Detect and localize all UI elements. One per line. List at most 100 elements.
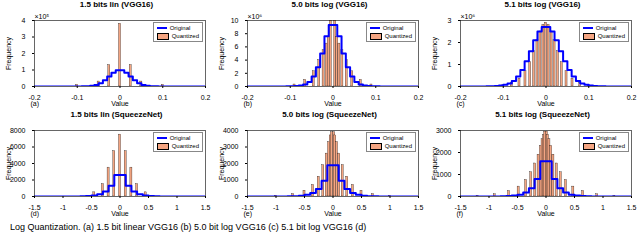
svg-text:Value: Value: [111, 210, 128, 217]
svg-text:3000: 3000: [222, 143, 239, 151]
html-text:Original: Original: [595, 135, 617, 141]
html-text:1.5 bits lin (SqueezeNet): 1.5 bits lin (SqueezeNet): [70, 110, 163, 119]
svg-text:1.5: 1.5: [201, 204, 211, 211]
svg-text:-1.5: -1.5: [241, 204, 254, 212]
svg-text:1: 1: [22, 66, 26, 73]
svg-text:0.5: 0.5: [144, 204, 154, 211]
html-text:Original: Original: [595, 25, 617, 31]
svg-text:2: 2: [235, 70, 239, 77]
svg-text:0: 0: [448, 83, 452, 90]
svg-text:0.1: 0.1: [158, 94, 168, 101]
svg-text:0.2: 0.2: [414, 94, 424, 101]
html-text:Quantized: Quantized: [597, 33, 625, 39]
svg-text:(c): (c): [457, 100, 465, 108]
svg-text:0.5: 0.5: [570, 204, 580, 211]
svg-text:-0.5: -0.5: [511, 204, 523, 211]
svg-text:-0.5: -0.5: [85, 204, 97, 211]
svg-text:×10⁶: ×10⁶: [248, 13, 263, 20]
html-text:5.0 bits log (VGG16): 5.0 bits log (VGG16): [291, 0, 368, 9]
svg-text:10: 10: [231, 17, 239, 24]
html-text:Quantized: Quantized: [171, 33, 199, 39]
svg-text:-0.2: -0.2: [454, 94, 467, 102]
svg-text:4000: 4000: [223, 127, 239, 134]
svg-text:4: 4: [235, 56, 239, 63]
svg-text:(b): (b): [244, 100, 253, 108]
svg-text:Frequency: Frequency: [218, 146, 226, 180]
svg-text:1.5: 1.5: [414, 204, 424, 211]
svg-text:3000: 3000: [436, 127, 452, 134]
html-text:5.1 bits log (SqueezeNet): 5.1 bits log (SqueezeNet): [495, 110, 590, 119]
svg-text:Value: Value: [537, 210, 554, 217]
svg-text:1: 1: [601, 204, 605, 211]
svg-text:0.2: 0.2: [201, 94, 211, 101]
svg-text:-0.1: -0.1: [284, 94, 296, 101]
svg-text:×10⁶: ×10⁶: [461, 13, 476, 20]
svg-text:×10⁵: ×10⁵: [35, 13, 50, 20]
html-text:Original: Original: [382, 135, 404, 141]
svg-text:-0.2: -0.2: [28, 94, 41, 102]
svg-text:0.5: 0.5: [357, 204, 367, 211]
svg-text:Frequency: Frequency: [431, 146, 439, 180]
svg-text:2000: 2000: [9, 176, 26, 184]
html-text:Quantized: Quantized: [384, 143, 412, 149]
svg-text:(e): (e): [244, 210, 253, 218]
svg-text:Frequency: Frequency: [5, 146, 13, 180]
svg-text:0.1: 0.1: [584, 94, 594, 101]
svg-text:2: 2: [448, 39, 452, 46]
svg-text:Frequency: Frequency: [431, 36, 439, 70]
svg-text:(a): (a): [31, 100, 40, 108]
svg-text:1: 1: [448, 61, 452, 68]
svg-text:3: 3: [448, 17, 452, 24]
svg-text:6000: 6000: [9, 143, 26, 151]
svg-text:-0.1: -0.1: [71, 94, 83, 101]
svg-text:Frequency: Frequency: [5, 36, 13, 70]
html-text:5.1 bits log (VGG16): 5.1 bits log (VGG16): [504, 0, 581, 9]
svg-text:Value: Value: [111, 100, 128, 107]
svg-text:3: 3: [22, 33, 26, 40]
html-text:Quantized: Quantized: [597, 143, 625, 149]
svg-text:(f): (f): [457, 210, 464, 218]
svg-text:6: 6: [235, 43, 239, 50]
svg-text:-1.5: -1.5: [454, 204, 467, 212]
svg-text:0: 0: [118, 94, 122, 102]
svg-text:Value: Value: [324, 210, 341, 217]
html-text:Original: Original: [169, 25, 191, 31]
svg-text:0: 0: [22, 83, 26, 90]
svg-text:1.5: 1.5: [627, 204, 637, 211]
svg-text:-0.1: -0.1: [497, 94, 509, 101]
svg-text:Value: Value: [537, 100, 554, 107]
svg-text:0.2: 0.2: [627, 94, 637, 101]
svg-text:2: 2: [22, 50, 26, 57]
svg-text:4000: 4000: [9, 159, 26, 167]
svg-text:8: 8: [235, 30, 239, 37]
svg-text:0: 0: [448, 193, 452, 200]
svg-text:0: 0: [235, 193, 239, 200]
svg-text:0: 0: [22, 193, 26, 200]
svg-text:-0.2: -0.2: [241, 94, 254, 102]
svg-text:-1.5: -1.5: [28, 204, 41, 212]
svg-text:0: 0: [235, 83, 239, 90]
svg-text:2000: 2000: [222, 159, 239, 167]
html-text:Log Quantization. (a) 1.5 bit: Log Quantization. (a) 1.5 bit linear VGG…: [10, 222, 367, 232]
html-text:Quantized: Quantized: [384, 33, 412, 39]
svg-text:-1: -1: [486, 204, 492, 211]
svg-text:Value: Value: [324, 100, 341, 107]
svg-text:Frequency: Frequency: [218, 36, 226, 70]
html-text:Original: Original: [169, 135, 191, 141]
html-text:1.5 bits lin (VGG16): 1.5 bits lin (VGG16): [79, 0, 154, 9]
html-text:Quantized: Quantized: [171, 143, 199, 149]
svg-text:1000: 1000: [435, 170, 452, 178]
svg-text:2000: 2000: [435, 148, 452, 156]
svg-text:-1: -1: [273, 204, 279, 211]
svg-text:1: 1: [388, 204, 392, 211]
svg-text:(d): (d): [31, 210, 40, 218]
html-text:5.0 bits log (SqueezeNet): 5.0 bits log (SqueezeNet): [282, 110, 377, 119]
svg-text:-0.5: -0.5: [298, 204, 310, 211]
svg-text:4: 4: [22, 17, 26, 24]
html-text:Original: Original: [382, 25, 404, 31]
svg-text:-1: -1: [60, 204, 66, 211]
svg-text:8000: 8000: [10, 127, 26, 134]
svg-text:1000: 1000: [222, 176, 239, 184]
svg-text:1: 1: [175, 204, 179, 211]
svg-text:0.1: 0.1: [371, 94, 381, 101]
